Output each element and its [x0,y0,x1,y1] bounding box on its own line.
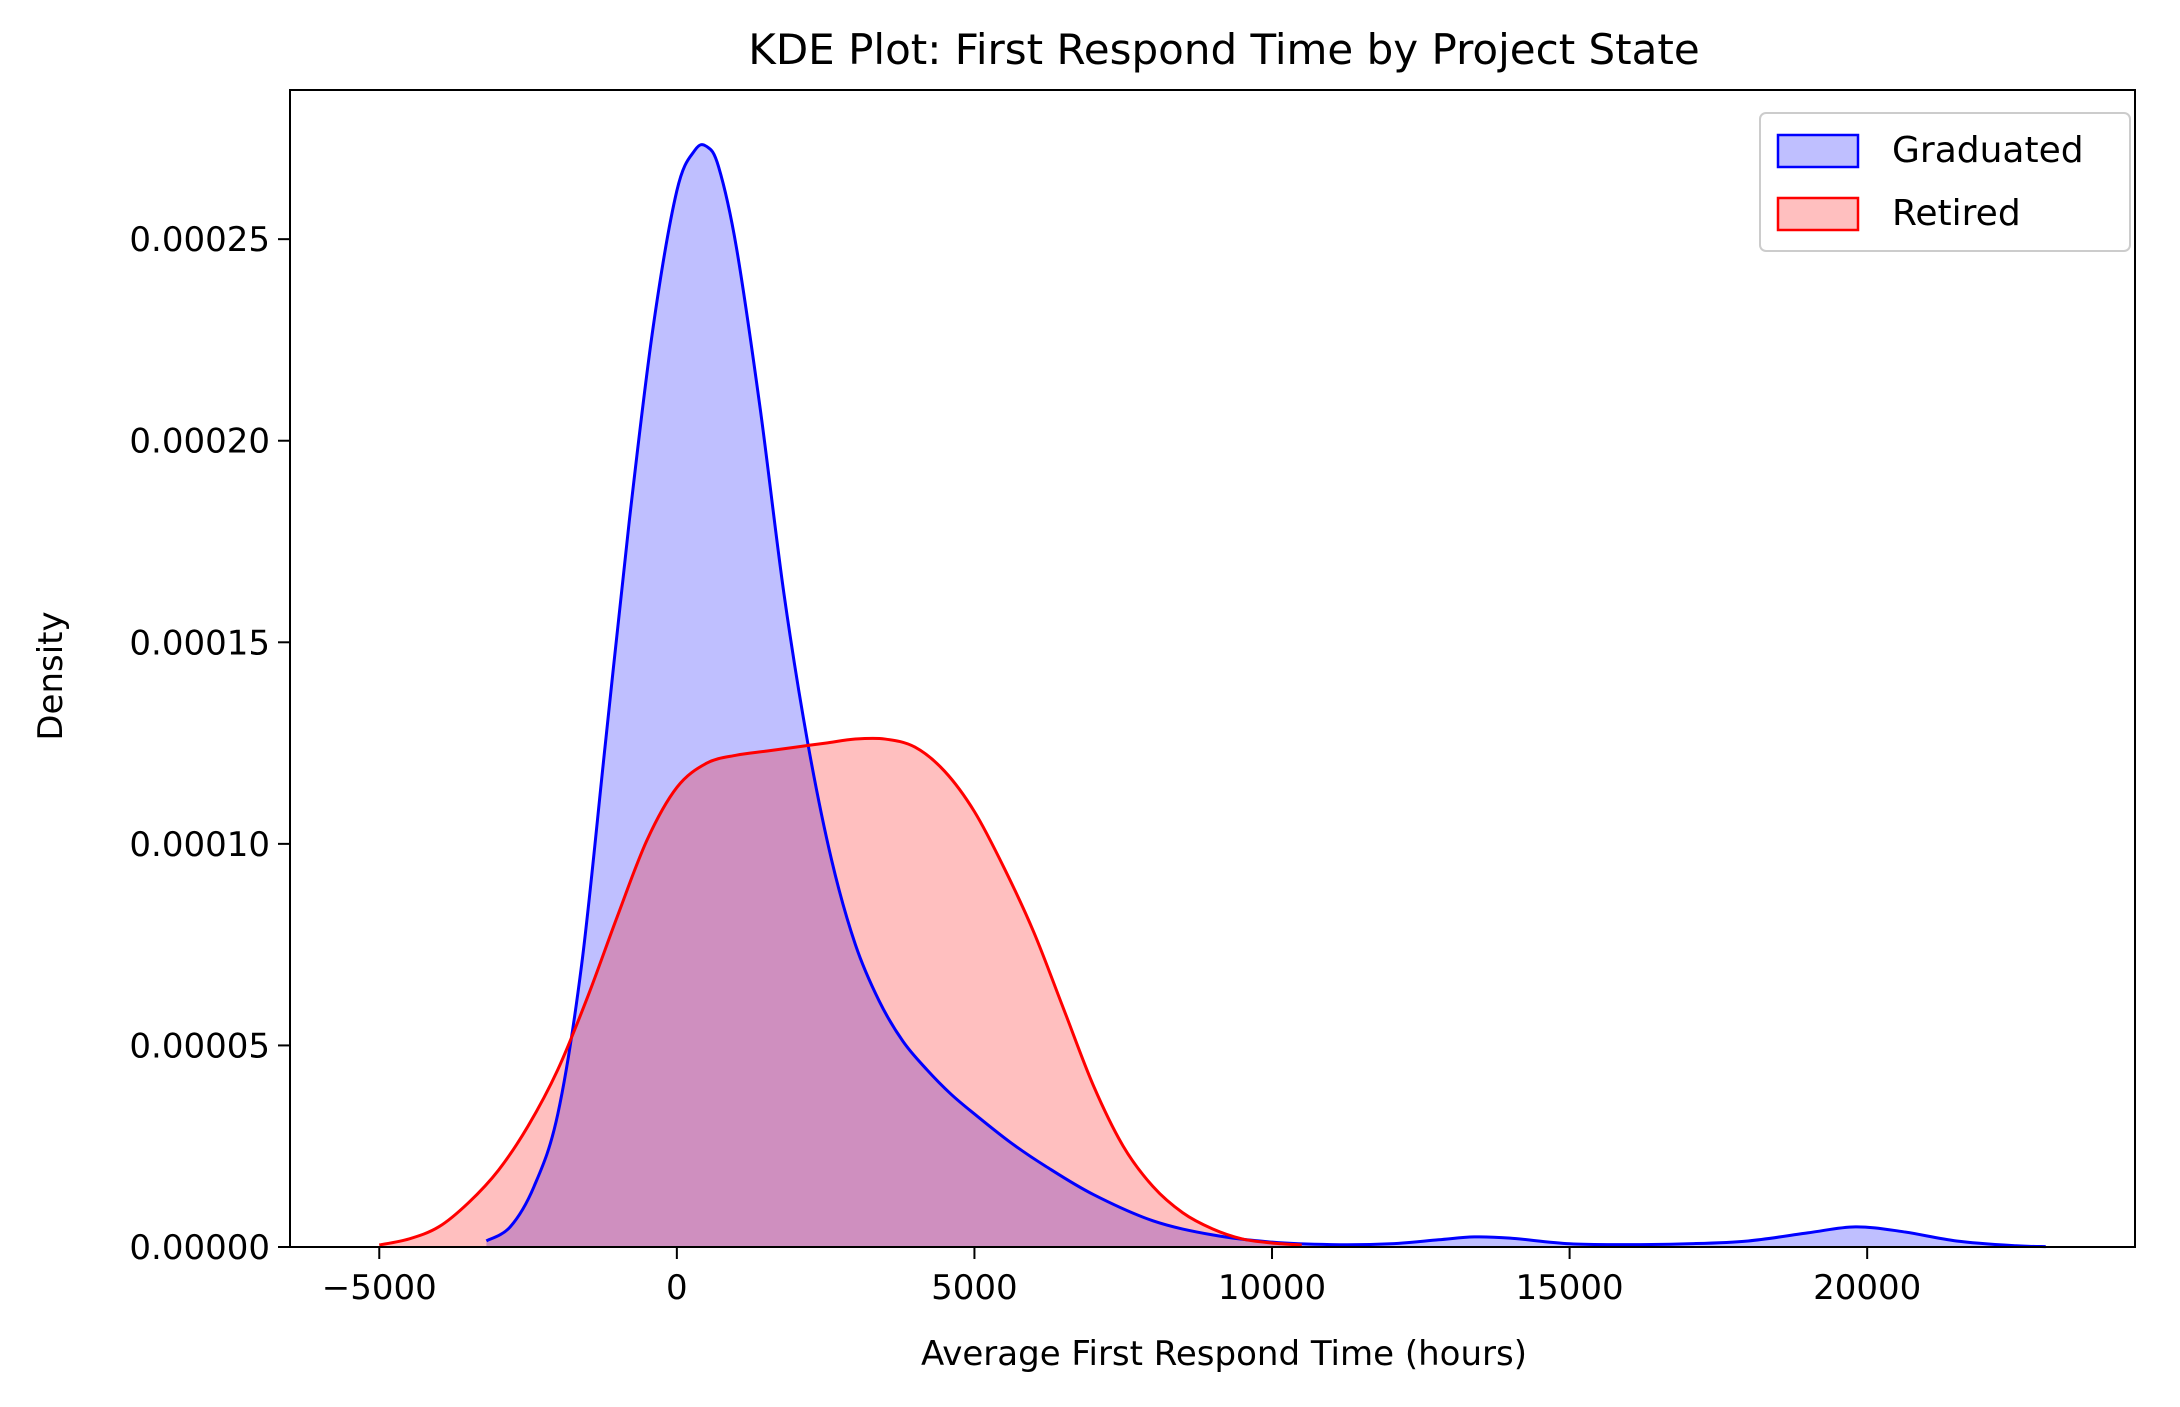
x-axis-label: Average First Respond Time (hours) [921,1334,1527,1374]
y-tick-label: 0.00020 [129,422,270,462]
legend-label-graduated: Graduated [1892,130,2084,171]
chart-title: KDE Plot: First Respond Time by Project … [748,25,1699,74]
legend-label-retired: Retired [1892,193,2021,234]
x-tick-label: 20000 [1813,1268,1921,1308]
legend: Graduated Retired [1759,112,2131,252]
x-axis-ticks: −5000 0 5000 10000 15000 20000 [322,1247,1921,1308]
series-area-retired [379,738,1302,1247]
x-tick-label: 0 [666,1268,688,1308]
y-tick-label: 0.00005 [129,1026,270,1066]
x-tick-label: 5000 [931,1268,1018,1308]
legend-swatch-retired [1776,196,1860,232]
series-line-graduated [485,143,2046,1249]
x-tick-label: 15000 [1516,1268,1624,1308]
y-tick-label: 0.00010 [129,825,270,865]
x-tick-label: −5000 [322,1268,437,1308]
y-tick-label: 0.00000 [129,1228,270,1268]
legend-swatch-graduated [1776,133,1860,169]
y-axis-label: Density [31,611,71,740]
legend-frame [1759,112,2131,252]
y-tick-label: 0.00025 [129,220,270,260]
x-tick-label: 10000 [1218,1268,1326,1308]
plot-frame [289,89,2136,1248]
y-axis-ticks: 0.00000 0.00005 0.00010 0.00015 0.00020 0.000… [129,220,290,1268]
y-tick-label: 0.00015 [129,623,270,663]
series-line-retired [378,736,1302,1247]
series-lines [378,143,2046,1249]
